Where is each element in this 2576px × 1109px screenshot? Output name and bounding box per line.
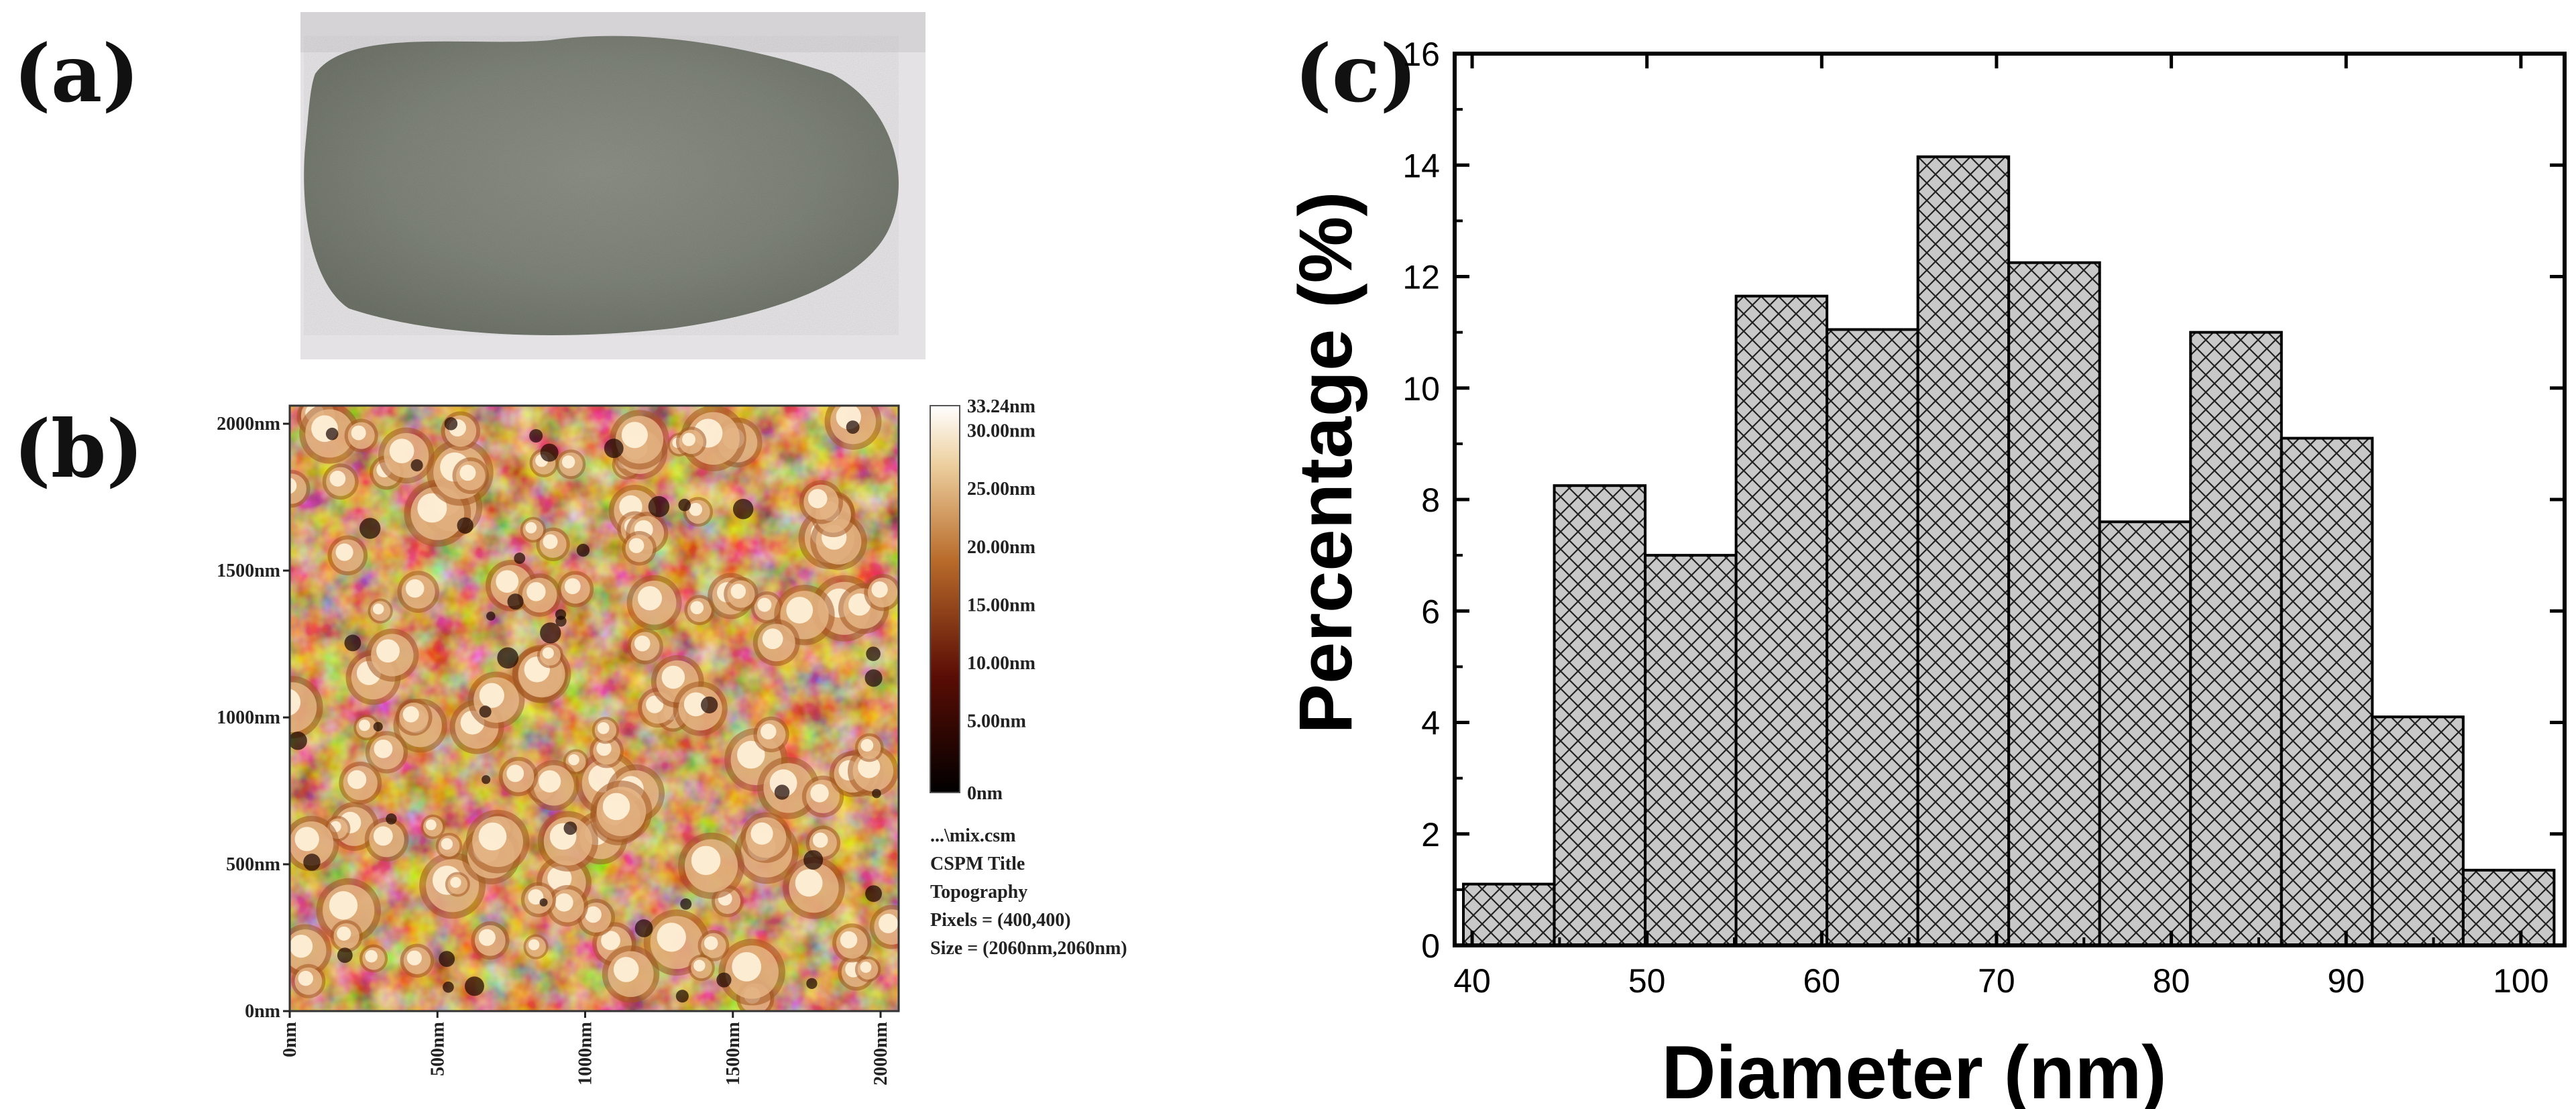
x-tick-label: 50 [1628,962,1666,1000]
afm-y-tick-label: 500nm [226,854,280,875]
colorbar-tick-label: 30.00nm [967,420,1035,441]
histogram-bar [2371,715,2465,947]
y-tick-label: 8 [1421,481,1440,519]
colorbar-tick-label: 5.00nm [967,711,1026,732]
histogram-bar [1916,155,2011,947]
histogram-bar [1462,882,1556,947]
afm-x-tick-label: 500nm [427,1022,448,1076]
histogram-bar [1826,328,1919,947]
afm-info-line: ...\mix.csm [930,825,1016,846]
afm-x-tick-label: 2000nm [871,1022,891,1086]
colorbar-tick-label: 10.00nm [967,653,1035,674]
afm-y-tick-label: 0nm [245,1001,280,1022]
histogram-bar [1644,554,1738,947]
histogram-bar [2007,261,2101,947]
histogram-bar [2189,331,2283,947]
afm-info-line: Size = (2060nm,2060nm) [930,938,1127,959]
y-tick-label: 10 [1402,370,1440,408]
y-tick-label: 12 [1402,259,1440,296]
panel-label-b: (b) [13,402,144,495]
afm-x-tick-label: 0nm [280,1022,300,1057]
histogram-bar [1553,484,1647,947]
histogram-bar [1734,294,1829,947]
colorbar-tick-label: 25.00nm [967,479,1035,500]
y-axis-title: Percentage (%) [1284,191,1367,734]
y-tick-label: 2 [1421,816,1440,854]
afm-x-tick-label: 1500nm [723,1022,744,1086]
x-tick-label: 80 [2153,962,2190,1000]
x-tick-label: 60 [1803,962,1841,1000]
afm-x-tick-label: 1000nm [575,1022,596,1086]
afm-info-line: CSPM Title [930,854,1025,874]
afm-colorbar [930,405,960,793]
afm-info-line: Topography [930,882,1027,902]
y-tick-label: 0 [1421,927,1440,965]
y-tick-label: 16 [1402,36,1440,73]
afm-y-tick-label: 2000nm [217,414,280,434]
x-axis-title: Diameter (nm) [1661,1031,2166,1109]
colorbar-tick-label: 0nm [967,783,1003,804]
histogram-bar [2461,868,2556,947]
colorbar-tick-label: 20.00nm [967,537,1035,558]
afm-y-tick-label: 1500nm [217,561,280,581]
y-tick-label: 14 [1402,147,1440,184]
afm-info-line: Pixels = (400,400) [930,910,1071,931]
y-tick-label: 6 [1421,593,1440,630]
x-tick-label: 40 [1453,962,1491,1000]
colorbar-tick-label: 33.24nm [967,396,1035,417]
y-tick-label: 4 [1421,705,1440,742]
histogram-bar [2280,436,2374,947]
x-tick-label: 70 [1978,962,2015,1000]
colorbar-tick-label: 15.00nm [967,595,1035,616]
panel-label-c: (c) [1294,27,1418,120]
afm-y-tick-label: 1000nm [217,707,280,728]
panel-label-a: (a) [13,27,140,120]
x-tick-label: 90 [2327,962,2365,1000]
x-tick-label: 100 [2493,962,2549,1000]
histogram-bar [2098,520,2192,947]
